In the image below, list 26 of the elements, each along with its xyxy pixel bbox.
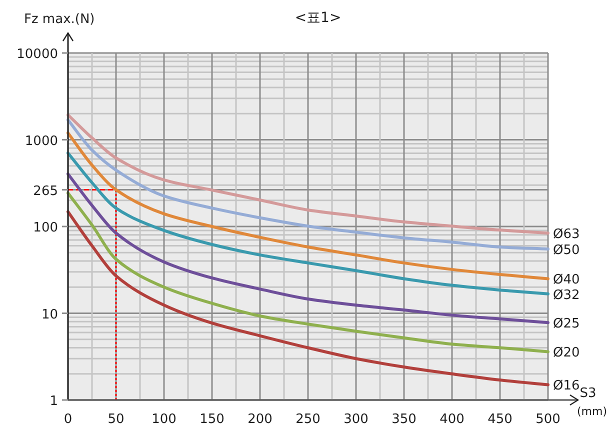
x-tick-label: 50 bbox=[108, 412, 124, 427]
x-tick-label: 150 bbox=[200, 412, 224, 427]
y-tick-label: 1000 bbox=[24, 134, 58, 149]
series-label: Ø63 bbox=[553, 227, 580, 242]
y-tick-label: 100 bbox=[33, 220, 58, 236]
series-label: Ø40 bbox=[553, 272, 580, 288]
series-label: Ø25 bbox=[553, 316, 580, 332]
y-axis-title: Fz max.(N) bbox=[24, 12, 95, 27]
y-tick-label: 10 bbox=[41, 307, 58, 322]
y-tick-label: 10000 bbox=[16, 47, 58, 62]
series-label: Ø20 bbox=[553, 346, 580, 361]
x-tick-label: 400 bbox=[440, 412, 464, 427]
x-tick-label: 350 bbox=[392, 412, 416, 427]
x-tick-label: 200 bbox=[248, 412, 272, 427]
series-label: Ø50 bbox=[553, 243, 580, 258]
x-tick-label: 500 bbox=[536, 412, 560, 427]
x-tick-label: 250 bbox=[296, 412, 320, 427]
x-tick-label: 450 bbox=[488, 412, 512, 427]
series-label: Ø32 bbox=[553, 288, 580, 303]
x-tick-label: 300 bbox=[344, 412, 368, 427]
series-label: Ø16 bbox=[553, 378, 580, 394]
chart-title: <표1> bbox=[294, 10, 342, 26]
x-tick-label: 100 bbox=[152, 412, 176, 427]
y-tick-label: 1 bbox=[50, 394, 58, 409]
x-tick-label: 0 bbox=[64, 412, 72, 427]
y-tick-label: 265 bbox=[33, 184, 58, 199]
